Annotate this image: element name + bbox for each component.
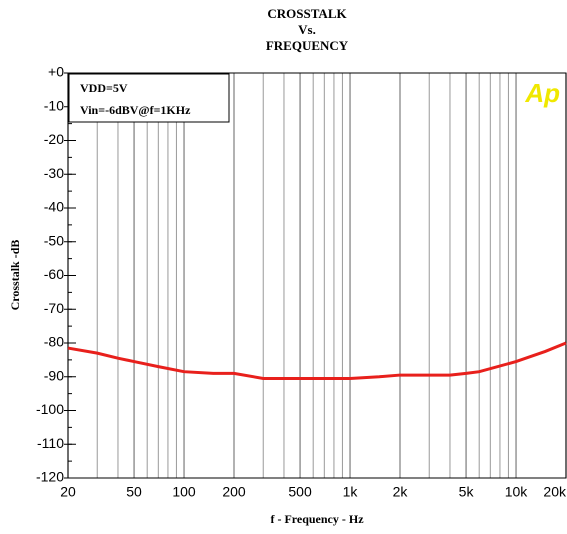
x-axis-label: f - Frequency - Hz [270,512,364,526]
x-tick-label: 200 [222,484,246,500]
x-tick-label: 2k [393,484,409,500]
data-line [67,341,567,380]
y-axis-label: Crosstalk -dB [8,240,22,311]
annotation: Vin=-6dBV@f=1KHz [80,103,191,117]
y-tick-label: -90 [44,367,64,383]
x-tick-label: 100 [172,484,196,500]
y-tick-label: -20 [44,131,64,147]
y-tick-label: -40 [44,199,64,215]
x-tick-label: 20 [60,484,76,500]
chart-title: Vs. [298,22,316,37]
y-tick-label: -50 [44,232,64,248]
y-tick-label: +0 [48,64,64,80]
y-tick-label: -10 [44,97,64,113]
y-tick-label: -70 [44,300,64,316]
logo: Ap [524,78,560,108]
y-tick-label: -30 [44,165,64,181]
annotation-box [68,73,230,123]
x-tick-label: 5k [459,484,475,500]
x-tick-label: 500 [288,484,312,500]
y-tick-label: -110 [37,435,64,451]
x-tick-label: 20k [543,484,567,500]
y-tick-label: -60 [44,266,64,282]
chart-title: FREQUENCY [266,38,349,53]
x-tick-label: 50 [126,484,142,500]
y-tick-label: -100 [36,401,64,417]
x-tick-label: 10k [505,484,529,500]
plot-border [67,72,567,479]
chart-title: CROSSTALK [267,6,347,21]
y-tick-label: -80 [44,334,64,350]
x-tick-label: 1k [343,484,359,500]
y-tick-label: -120 [36,469,64,485]
annotation: VDD=5V [80,81,128,95]
